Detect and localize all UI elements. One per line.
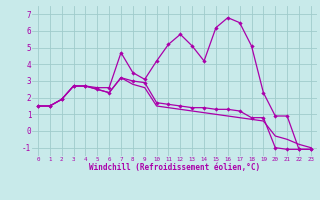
X-axis label: Windchill (Refroidissement éolien,°C): Windchill (Refroidissement éolien,°C) — [89, 163, 260, 172]
